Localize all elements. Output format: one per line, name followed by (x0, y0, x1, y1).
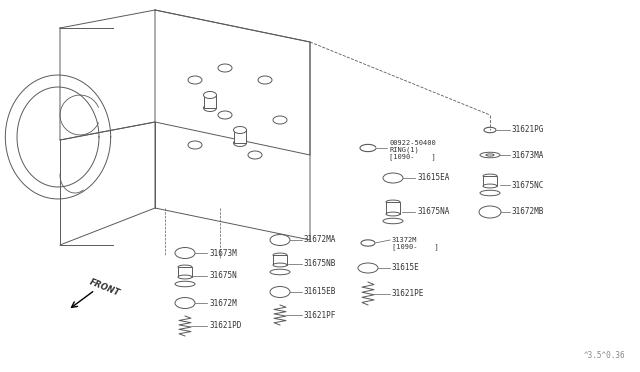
Ellipse shape (386, 212, 400, 216)
Ellipse shape (479, 206, 501, 218)
Ellipse shape (188, 141, 202, 149)
Ellipse shape (218, 111, 232, 119)
Text: 31675NB: 31675NB (304, 260, 337, 269)
Ellipse shape (234, 140, 246, 147)
Text: 31673M: 31673M (209, 248, 237, 257)
Text: 31621PD: 31621PD (209, 321, 241, 330)
Ellipse shape (270, 269, 290, 275)
Ellipse shape (273, 263, 287, 267)
Text: 31672M: 31672M (209, 298, 237, 308)
Ellipse shape (248, 151, 262, 159)
Ellipse shape (480, 152, 500, 158)
Text: FRONT: FRONT (88, 278, 121, 298)
Text: 31372M: 31372M (392, 237, 417, 243)
Ellipse shape (358, 263, 378, 273)
Ellipse shape (178, 265, 192, 269)
Text: 31673MA: 31673MA (512, 151, 545, 160)
Ellipse shape (234, 126, 246, 134)
Ellipse shape (175, 247, 195, 259)
Ellipse shape (480, 190, 500, 196)
Bar (204, 95, 216, 108)
Ellipse shape (270, 286, 290, 298)
Text: 31615EA: 31615EA (417, 173, 449, 183)
Text: 31672MB: 31672MB (512, 208, 545, 217)
Text: RING(1): RING(1) (389, 147, 419, 153)
Text: [1090-    ]: [1090- ] (392, 244, 439, 250)
Ellipse shape (386, 200, 400, 204)
Ellipse shape (175, 298, 195, 308)
Bar (273, 255, 287, 265)
Text: 31615EB: 31615EB (304, 288, 337, 296)
Ellipse shape (383, 173, 403, 183)
Ellipse shape (188, 76, 202, 84)
Text: 31675NC: 31675NC (512, 180, 545, 189)
Bar (234, 130, 246, 143)
Bar (483, 176, 497, 186)
Ellipse shape (258, 76, 272, 84)
Ellipse shape (204, 105, 216, 112)
Text: 31675NA: 31675NA (417, 208, 449, 217)
Ellipse shape (273, 253, 287, 257)
Ellipse shape (383, 218, 403, 224)
Text: 31621PG: 31621PG (512, 125, 545, 135)
Ellipse shape (483, 174, 497, 178)
Ellipse shape (273, 116, 287, 124)
Text: [1090-    ]: [1090- ] (389, 154, 436, 160)
Ellipse shape (175, 281, 195, 287)
Text: 31621PE: 31621PE (392, 289, 424, 298)
Text: 31621PF: 31621PF (304, 311, 337, 320)
Ellipse shape (218, 64, 232, 72)
Bar (178, 267, 192, 277)
Ellipse shape (483, 184, 497, 188)
Text: 31675N: 31675N (209, 272, 237, 280)
Text: 00922-50400: 00922-50400 (389, 140, 436, 146)
Text: 31615E: 31615E (392, 263, 420, 273)
Text: 31672MA: 31672MA (304, 235, 337, 244)
Ellipse shape (270, 234, 290, 246)
Ellipse shape (178, 275, 192, 279)
Ellipse shape (486, 154, 494, 156)
Ellipse shape (204, 92, 216, 99)
Bar (386, 202, 400, 214)
Text: ^3.5^0.36: ^3.5^0.36 (584, 351, 625, 360)
